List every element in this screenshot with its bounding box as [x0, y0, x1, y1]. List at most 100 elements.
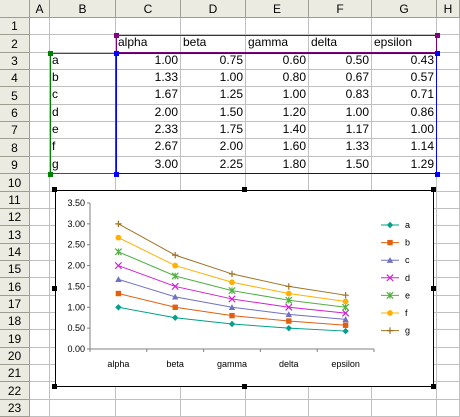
- value-cell[interactable]: 0.50: [309, 53, 372, 70]
- row-label-cell-a[interactable]: a: [50, 53, 116, 70]
- value-cell[interactable]: 1.00: [116, 53, 181, 70]
- value-cell[interactable]: 1.00: [372, 122, 437, 139]
- value-cell[interactable]: 1.17: [309, 122, 372, 139]
- value-range-outline-handle[interactable]: [114, 51, 119, 56]
- row-header-15[interactable]: 15: [0, 261, 30, 278]
- cell-a22[interactable]: [30, 382, 50, 400]
- cell-a14[interactable]: [30, 244, 50, 261]
- chart-resize-handle[interactable]: [52, 187, 57, 192]
- cell-h1[interactable]: [437, 18, 460, 35]
- cell-d22[interactable]: [181, 382, 246, 400]
- value-cell[interactable]: 1.00: [246, 87, 309, 105]
- row-header-9[interactable]: 9: [0, 157, 30, 174]
- cell-a19[interactable]: [30, 330, 50, 348]
- cell-h13[interactable]: [437, 226, 460, 244]
- cell-a1[interactable]: [30, 18, 50, 35]
- chart-resize-handle[interactable]: [52, 384, 57, 389]
- value-cell[interactable]: 1.75: [181, 122, 246, 139]
- cell-b22[interactable]: [50, 382, 116, 400]
- value-cell[interactable]: 1.60: [246, 139, 309, 157]
- value-cell[interactable]: 0.43: [372, 53, 437, 70]
- value-cell[interactable]: 1.00: [181, 70, 246, 87]
- cell-h12[interactable]: [437, 209, 460, 226]
- cell-a9[interactable]: [30, 157, 50, 174]
- column-header-h[interactable]: H: [437, 0, 460, 18]
- cell-h2[interactable]: [437, 35, 460, 53]
- row-header-10[interactable]: 10: [0, 174, 30, 192]
- value-cell[interactable]: 0.60: [246, 53, 309, 70]
- row-header-11[interactable]: 11: [0, 192, 30, 209]
- row-label-cell-c[interactable]: c: [50, 87, 116, 105]
- column-header-b[interactable]: B: [50, 0, 116, 18]
- cell-f22[interactable]: [309, 382, 372, 400]
- cell-h8[interactable]: [437, 139, 460, 157]
- cell-a17[interactable]: [30, 296, 50, 313]
- chart-resize-handle[interactable]: [431, 187, 436, 192]
- value-cell[interactable]: 0.80: [246, 70, 309, 87]
- value-cell[interactable]: 1.67: [116, 87, 181, 105]
- value-cell[interactable]: 1.20: [246, 105, 309, 122]
- value-cell[interactable]: 2.00: [116, 105, 181, 122]
- row-header-2[interactable]: 2: [0, 35, 30, 53]
- cell-g1[interactable]: [372, 18, 437, 35]
- header-cell-beta[interactable]: beta: [181, 35, 246, 53]
- row-header-18[interactable]: 18: [0, 313, 30, 330]
- value-cell[interactable]: 3.00: [116, 157, 181, 174]
- cell-a2[interactable]: [30, 35, 50, 53]
- value-cell[interactable]: 1.33: [309, 139, 372, 157]
- row-header-20[interactable]: 20: [0, 348, 30, 365]
- value-cell[interactable]: 0.67: [309, 70, 372, 87]
- cell-h17[interactable]: [437, 296, 460, 313]
- label-range-outline-handle[interactable]: [48, 172, 53, 177]
- row-header-1[interactable]: 1: [0, 18, 30, 35]
- header-cell-epsilon[interactable]: epsilon: [372, 35, 437, 53]
- cell-b1[interactable]: [50, 18, 116, 35]
- cell-f1[interactable]: [309, 18, 372, 35]
- column-header-c[interactable]: C: [116, 0, 181, 18]
- row-header-12[interactable]: 12: [0, 209, 30, 226]
- cell-a15[interactable]: [30, 261, 50, 278]
- value-cell[interactable]: 2.67: [116, 139, 181, 157]
- value-range-outline-handle[interactable]: [435, 172, 440, 177]
- value-cell[interactable]: 1.14: [372, 139, 437, 157]
- cell-h14[interactable]: [437, 244, 460, 261]
- select-all-corner[interactable]: [0, 0, 30, 18]
- row-header-14[interactable]: 14: [0, 244, 30, 261]
- column-header-g[interactable]: G: [372, 0, 437, 18]
- value-range-outline-handle[interactable]: [435, 51, 440, 56]
- value-cell[interactable]: 1.80: [246, 157, 309, 174]
- cell-h7[interactable]: [437, 122, 460, 139]
- cell-h20[interactable]: [437, 348, 460, 365]
- header-cell-alpha[interactable]: alpha: [116, 35, 181, 53]
- cell-e22[interactable]: [246, 382, 309, 400]
- row-header-8[interactable]: 8: [0, 139, 30, 157]
- value-cell[interactable]: 2.25: [181, 157, 246, 174]
- cell-h6[interactable]: [437, 105, 460, 122]
- value-range-outline-handle[interactable]: [114, 172, 119, 177]
- cell-e1[interactable]: [246, 18, 309, 35]
- label-range-outline-handle[interactable]: [48, 51, 53, 56]
- cell-a5[interactable]: [30, 87, 50, 105]
- cell-a12[interactable]: [30, 209, 50, 226]
- cell-a7[interactable]: [30, 122, 50, 139]
- cell-a3[interactable]: [30, 53, 50, 70]
- cell-a16[interactable]: [30, 278, 50, 296]
- value-cell[interactable]: 1.33: [116, 70, 181, 87]
- cell-a10[interactable]: [30, 174, 50, 192]
- cell-a21[interactable]: [30, 365, 50, 382]
- cell-a13[interactable]: [30, 226, 50, 244]
- row-label-cell-f[interactable]: f: [50, 139, 116, 157]
- header-range-outline-handle[interactable]: [435, 33, 440, 38]
- row-header-3[interactable]: 3: [0, 53, 30, 70]
- cell-h15[interactable]: [437, 261, 460, 278]
- row-header-6[interactable]: 6: [0, 105, 30, 122]
- value-cell[interactable]: 0.86: [372, 105, 437, 122]
- row-header-13[interactable]: 13: [0, 226, 30, 244]
- row-header-21[interactable]: 21: [0, 365, 30, 382]
- value-cell[interactable]: 2.00: [181, 139, 246, 157]
- value-cell[interactable]: 1.50: [309, 157, 372, 174]
- header-range-outline-handle[interactable]: [114, 33, 119, 38]
- value-cell[interactable]: 0.57: [372, 70, 437, 87]
- value-cell[interactable]: 1.50: [181, 105, 246, 122]
- value-cell[interactable]: 0.83: [309, 87, 372, 105]
